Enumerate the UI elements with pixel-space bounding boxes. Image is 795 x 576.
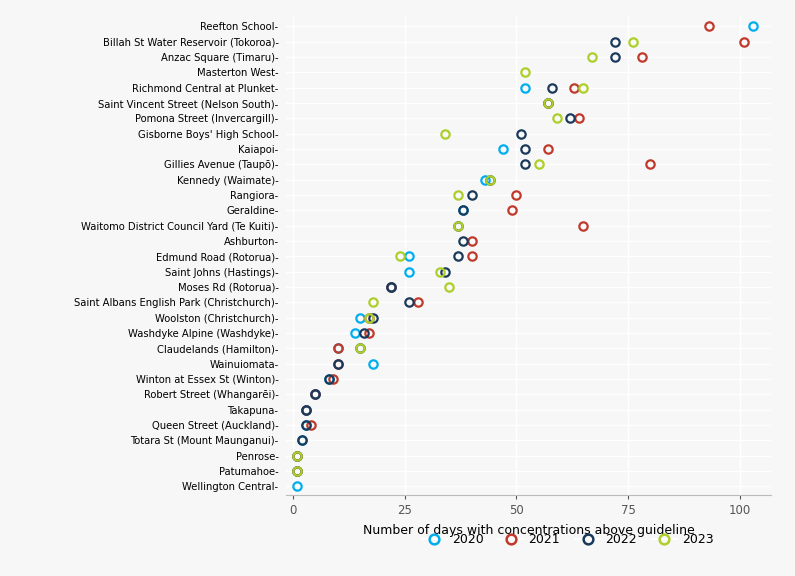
Legend: 2020, 2021, 2022, 2023: 2020, 2021, 2022, 2023 (417, 528, 719, 551)
X-axis label: Number of days with concentrations above guideline: Number of days with concentrations above… (363, 524, 695, 537)
